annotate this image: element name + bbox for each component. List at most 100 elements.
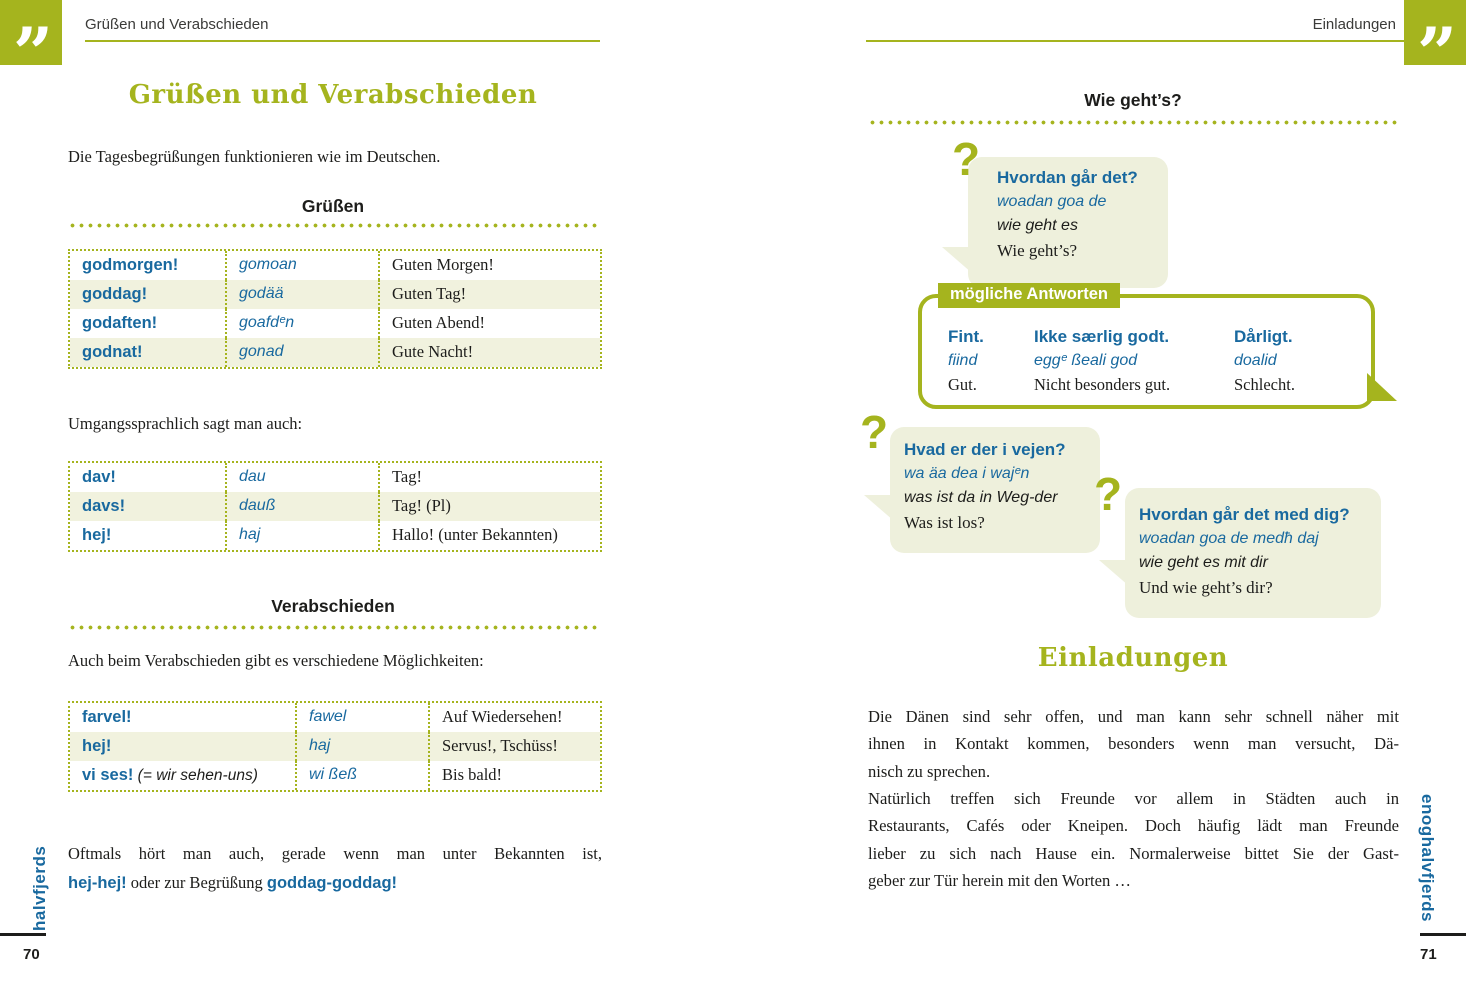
outro-line1: Oftmals hört man auch, gerade wenn man u… bbox=[68, 844, 602, 863]
informal-note: Umgangssprachlich sagt man auch: bbox=[68, 414, 303, 433]
table-row: davs! dauß Tag! (Pl) bbox=[70, 492, 600, 521]
literal-translation: wie geht es mit dir bbox=[1139, 554, 1268, 571]
page-number-rule-right bbox=[1420, 933, 1466, 936]
margin-danish-number-right: enoghalvfjerds bbox=[1418, 794, 1437, 922]
german-translation: Wie geht’s? bbox=[997, 241, 1078, 260]
table-row: hej! haj Hallo! (unter Bekannten) bbox=[70, 521, 600, 550]
answer-column: Dårligt. doalid Schlecht. bbox=[1234, 324, 1295, 397]
danish-phrase: farvel! bbox=[82, 707, 132, 726]
danish-phrase: dav! bbox=[82, 467, 116, 486]
page-number-left: 70 bbox=[23, 946, 40, 963]
phrase-note: (= wir sehen-uns) bbox=[133, 766, 258, 784]
table-row: godmorgen! gomoan Guten Morgen! bbox=[70, 251, 600, 280]
pronunciation: godää bbox=[225, 280, 378, 309]
danish-phrase: Ikke særlig godt. bbox=[1034, 327, 1170, 346]
section-heading-wie-gehts: Wie geht’s? bbox=[1084, 90, 1182, 110]
phrase-table-greet: godmorgen! gomoan Guten Morgen! goddag! … bbox=[68, 249, 602, 369]
danish-phrase: goddag-goddag! bbox=[266, 874, 398, 892]
question-mark-icon: ? bbox=[952, 133, 981, 185]
german-translation: Nicht besonders gut. bbox=[1034, 375, 1171, 394]
page-number-rule-left bbox=[0, 933, 46, 936]
pronunciation: haj bbox=[225, 521, 378, 550]
pronunciation: wi ßeß bbox=[295, 761, 428, 790]
german-translation: Und wie geht’s dir? bbox=[1139, 578, 1273, 597]
text-line: geber zur Tür herein mit den Worten … bbox=[868, 870, 1132, 890]
speech-bubble-2: Hvad er der i vejen? wa äa dea i wajᵉn w… bbox=[864, 427, 1100, 553]
german-translation: Gute Nacht! bbox=[378, 338, 596, 367]
running-head-right: Einladungen bbox=[1312, 16, 1396, 33]
pronunciation: gomoan bbox=[225, 251, 378, 280]
danish-phrase: godmorgen! bbox=[82, 255, 179, 274]
dotted-divider bbox=[68, 625, 598, 630]
quote-icon: ” bbox=[12, 12, 53, 95]
answer-column: Fint. fiind Gut. bbox=[948, 324, 984, 397]
table-row: godnat! gonad Gute Nacht! bbox=[70, 338, 600, 367]
section-heading-greet: Grüßen bbox=[301, 196, 365, 216]
table-row: vi ses! (= wir sehen-uns) wi ßeß Bis bal… bbox=[70, 761, 600, 790]
danish-phrase: hej! bbox=[82, 525, 112, 544]
german-translation: Gut. bbox=[948, 375, 977, 394]
danish-phrase: godnat! bbox=[82, 342, 143, 361]
german-translation: Hallo! (unter Bekannten) bbox=[378, 521, 596, 550]
running-head-left: Grüßen und Verabschieden bbox=[85, 16, 269, 33]
header-rule-left bbox=[85, 40, 600, 42]
section-heading-farewell: Verabschieden bbox=[271, 596, 395, 616]
german-translation: Guten Tag! bbox=[378, 280, 596, 309]
quote-icon: ” bbox=[1416, 12, 1457, 95]
table-row: dav! dau Tag! bbox=[70, 463, 600, 492]
danish-phrase: hej-hej! bbox=[68, 874, 127, 892]
chapter-corner-left: ” bbox=[0, 0, 62, 95]
speech-bubble-1: Hvordan går det? woadan goa de wie geht … bbox=[942, 157, 1168, 288]
outro-line2: hej-hej! oder zur Begrüßung goddag-godda… bbox=[68, 868, 602, 898]
question-mark-icon: ? bbox=[860, 406, 889, 458]
pronunciation: fawel bbox=[295, 703, 428, 732]
body-paragraph-2: Natürlich treffen sich Freunde vor allem… bbox=[868, 785, 1399, 894]
danish-phrase: hej! bbox=[82, 736, 112, 755]
farewell-intro: Auch beim Verabschieden gibt es verschie… bbox=[68, 651, 484, 670]
pronunciation: dau bbox=[225, 463, 378, 492]
outro-mid: oder zur Begrüßung bbox=[126, 873, 267, 892]
german-translation: Auf Wiedersehen! bbox=[428, 703, 596, 732]
pronunciation: gonad bbox=[225, 338, 378, 367]
pronunciation: doalid bbox=[1234, 352, 1277, 369]
german-translation: Guten Abend! bbox=[378, 309, 596, 338]
pronunciation: dauß bbox=[225, 492, 378, 521]
danish-phrase: Hvordan går det med dig? bbox=[1139, 505, 1350, 524]
table-row: farvel! fawel Auf Wiedersehen! bbox=[70, 703, 600, 732]
speech-bubble-3: Hvordan går det med dig? woadan goa de m… bbox=[1099, 488, 1381, 618]
outro-paragraph: Oftmals hört man auch, gerade wenn man u… bbox=[68, 839, 602, 898]
text-line: Natürlich treffen sich Freunde vor allem… bbox=[868, 789, 1399, 808]
pronunciation: woadan goa de bbox=[997, 193, 1107, 210]
text-line: Restaurants, Cafés oder Kneipen. Doch hä… bbox=[868, 816, 1399, 836]
german-translation: Bis bald! bbox=[428, 761, 596, 790]
german-translation: Was ist los? bbox=[904, 513, 985, 532]
text-line: lieber zu sich nach Hause ein. Normalerw… bbox=[868, 843, 1399, 863]
pronunciation: eggᵉ ßeali god bbox=[1034, 352, 1138, 369]
german-translation: Guten Morgen! bbox=[378, 251, 596, 280]
margin-danish-number-left: halvfjerds bbox=[30, 845, 49, 931]
body-paragraph-1: Die Dänen sind sehr offen, und man kann … bbox=[868, 703, 1399, 785]
header-rule-right bbox=[866, 40, 1404, 42]
answer-column: Ikke særlig godt. eggᵉ ßeali god Nicht b… bbox=[1034, 324, 1170, 397]
german-translation: Tag! (Pl) bbox=[378, 492, 596, 521]
literal-translation: was ist da in Weg-der bbox=[904, 489, 1058, 506]
danish-phrase: Hvad er der i vejen? bbox=[904, 440, 1066, 459]
intro-text: Die Tagesbegrüßungen funktionieren wie i… bbox=[68, 147, 441, 166]
text-line: nisch zu sprechen. bbox=[868, 761, 991, 781]
pronunciation: fiind bbox=[948, 352, 978, 369]
page-title-left: Grüßen und Verabschieden bbox=[128, 80, 538, 110]
page-number-right: 71 bbox=[1420, 946, 1437, 963]
text-line: ihnen in Kontakt kommen, besonders wenn … bbox=[868, 734, 1399, 754]
table-row: godaften! goafdᵉn Guten Abend! bbox=[70, 309, 600, 338]
danish-phrase: Fint. bbox=[948, 327, 984, 346]
table-row: hej! haj Servus!, Tschüss! bbox=[70, 732, 600, 761]
danish-phrase: goddag! bbox=[82, 284, 148, 303]
pronunciation: haj bbox=[295, 732, 428, 761]
german-translation: Schlecht. bbox=[1234, 375, 1295, 394]
danish-phrase: Hvordan går det? bbox=[997, 168, 1138, 187]
german-translation: Servus!, Tschüss! bbox=[428, 732, 596, 761]
dotted-divider bbox=[68, 223, 598, 228]
phrase-table-farewell: farvel! fawel Auf Wiedersehen! hej! haj … bbox=[68, 701, 602, 792]
page-title-right: Einladungen bbox=[1037, 643, 1229, 673]
